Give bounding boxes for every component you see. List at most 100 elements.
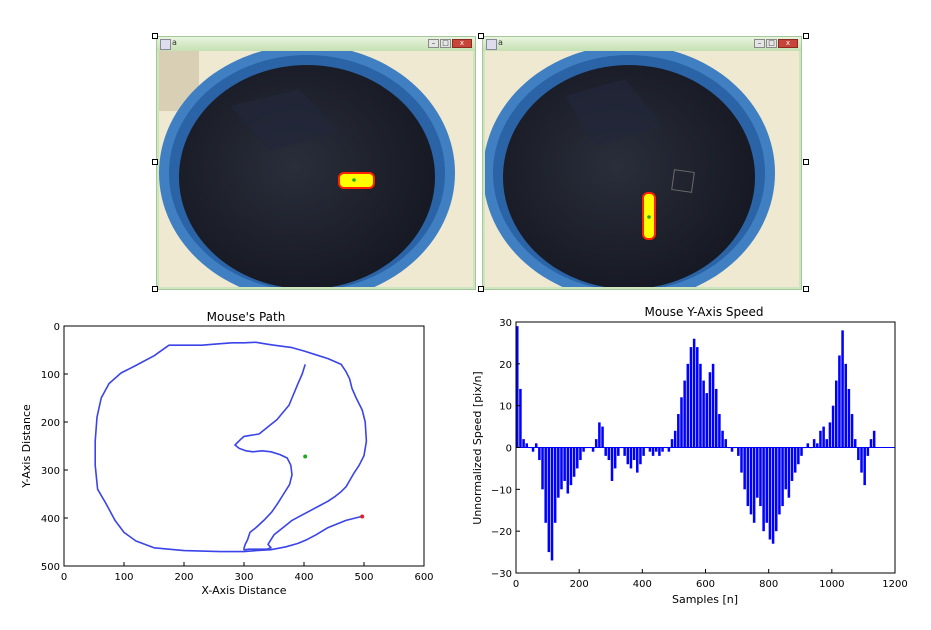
speed-bar <box>636 447 639 473</box>
speed-bar <box>838 355 841 448</box>
y-tick-label: 100 <box>41 370 60 381</box>
speed-bar <box>566 447 570 494</box>
y-tick-label: 30 <box>499 318 512 329</box>
speed-bar <box>598 422 601 448</box>
speed-bar <box>778 447 781 515</box>
x-axis-label: Samples [n] <box>672 593 738 606</box>
speed-bar <box>793 447 797 473</box>
speed-bar <box>749 447 753 515</box>
speed-bar <box>683 380 686 448</box>
speed-bar <box>774 447 778 532</box>
window-titlebar[interactable]: a – □ x <box>483 37 801 51</box>
speed-bar <box>522 439 525 448</box>
speed-bar <box>617 447 620 456</box>
speed-bar <box>560 447 563 490</box>
speed-bar <box>563 447 566 481</box>
speed-bar <box>860 447 863 473</box>
speed-bar <box>547 447 551 553</box>
x-tick-label: 200 <box>570 579 589 590</box>
x-tick-label: 0 <box>61 572 67 583</box>
resize-handle[interactable] <box>478 286 484 292</box>
speed-bar <box>762 447 765 532</box>
speed-chart: Mouse Y-Axis Speed 0 200 400 600 800 1000 1200… <box>471 305 908 606</box>
plot-frame <box>63 325 425 567</box>
speed-bar <box>658 447 661 456</box>
resize-handle[interactable] <box>803 33 809 39</box>
window-titlebar[interactable]: a – □ x <box>157 37 475 51</box>
speed-bar <box>825 439 829 448</box>
y-tick-label: 0 <box>54 322 60 333</box>
resize-handle[interactable] <box>803 159 809 165</box>
y-axis-label: Y-Axis Distance <box>20 404 33 489</box>
speed-bar <box>797 447 800 465</box>
speed-bar <box>651 447 655 456</box>
resize-handle[interactable] <box>478 33 484 39</box>
end-marker <box>360 514 365 519</box>
resize-handle[interactable] <box>803 286 809 292</box>
speed-bar <box>850 414 854 448</box>
speed-bar <box>844 363 847 448</box>
speed-bar <box>604 447 607 456</box>
start-marker <box>303 454 308 459</box>
resize-handle[interactable] <box>152 159 158 165</box>
maximize-button[interactable]: □ <box>766 39 777 48</box>
speed-bar <box>525 443 529 448</box>
speed-bar <box>626 447 630 465</box>
speed-bar <box>806 443 810 448</box>
x-tick-label: 1200 <box>882 579 907 590</box>
speed-bar <box>692 338 696 448</box>
resize-handle[interactable] <box>152 286 158 292</box>
camera-window-left[interactable]: a – □ x <box>156 36 476 290</box>
speed-bar <box>800 447 803 456</box>
speed-bar <box>601 426 604 448</box>
x-axis-ticks: 0 100 200 300 400 500 600 <box>61 562 434 583</box>
speed-bar <box>746 447 750 507</box>
y-tick-label: 200 <box>41 418 60 429</box>
speed-bar <box>579 447 582 461</box>
path-line <box>94 341 368 553</box>
y-tick-label: −20 <box>491 527 512 538</box>
y-tick-label: 300 <box>41 466 60 477</box>
camera-view <box>485 51 799 287</box>
path-chart: Mouse's Path 0 100 200 300 400 500 600 0 100 200… <box>20 310 434 597</box>
speed-bar <box>834 380 838 448</box>
speed-bar <box>759 447 762 507</box>
speed-bar <box>702 380 705 448</box>
speed-bar <box>781 447 784 507</box>
minimize-button[interactable]: – <box>428 39 439 48</box>
chart-title: Mouse Y-Axis Speed <box>644 305 763 319</box>
close-button[interactable]: x <box>452 39 472 48</box>
y-axis-label: Unnormalized Speed [pix/n] <box>471 371 484 524</box>
speed-bar <box>841 330 844 448</box>
speed-bar <box>828 422 832 448</box>
resize-handle[interactable] <box>152 33 158 39</box>
camera-window-right[interactable]: a – □ x <box>482 36 802 290</box>
speed-bar <box>857 447 860 461</box>
camera-frame-image <box>485 51 799 287</box>
close-button[interactable]: x <box>778 39 798 48</box>
speed-bar <box>771 447 775 544</box>
x-tick-label: 500 <box>354 572 373 583</box>
y-tick-label: 0 <box>506 444 512 455</box>
speed-bar <box>708 372 712 448</box>
speed-bar <box>557 447 560 498</box>
speed-bar <box>576 447 579 469</box>
speed-bar <box>711 363 715 448</box>
window-title: a <box>498 38 503 47</box>
speed-bar <box>591 447 595 452</box>
speed-bar <box>768 447 772 540</box>
maximize-button[interactable]: □ <box>440 39 451 48</box>
speed-bar <box>756 447 759 498</box>
speed-bar <box>787 447 791 498</box>
x-tick-label: 100 <box>114 572 133 583</box>
minimize-button[interactable]: – <box>754 39 765 48</box>
speed-bar <box>869 439 873 448</box>
x-tick-label: 800 <box>759 579 778 590</box>
speed-bar <box>639 447 642 465</box>
speed-bar <box>822 426 825 448</box>
x-tick-label: 600 <box>696 579 715 590</box>
x-tick-label: 0 <box>513 579 519 590</box>
y-axis-ticks: 0 100 200 300 400 500 <box>41 322 68 573</box>
speed-bar <box>872 430 876 448</box>
speed-bar <box>632 447 636 461</box>
